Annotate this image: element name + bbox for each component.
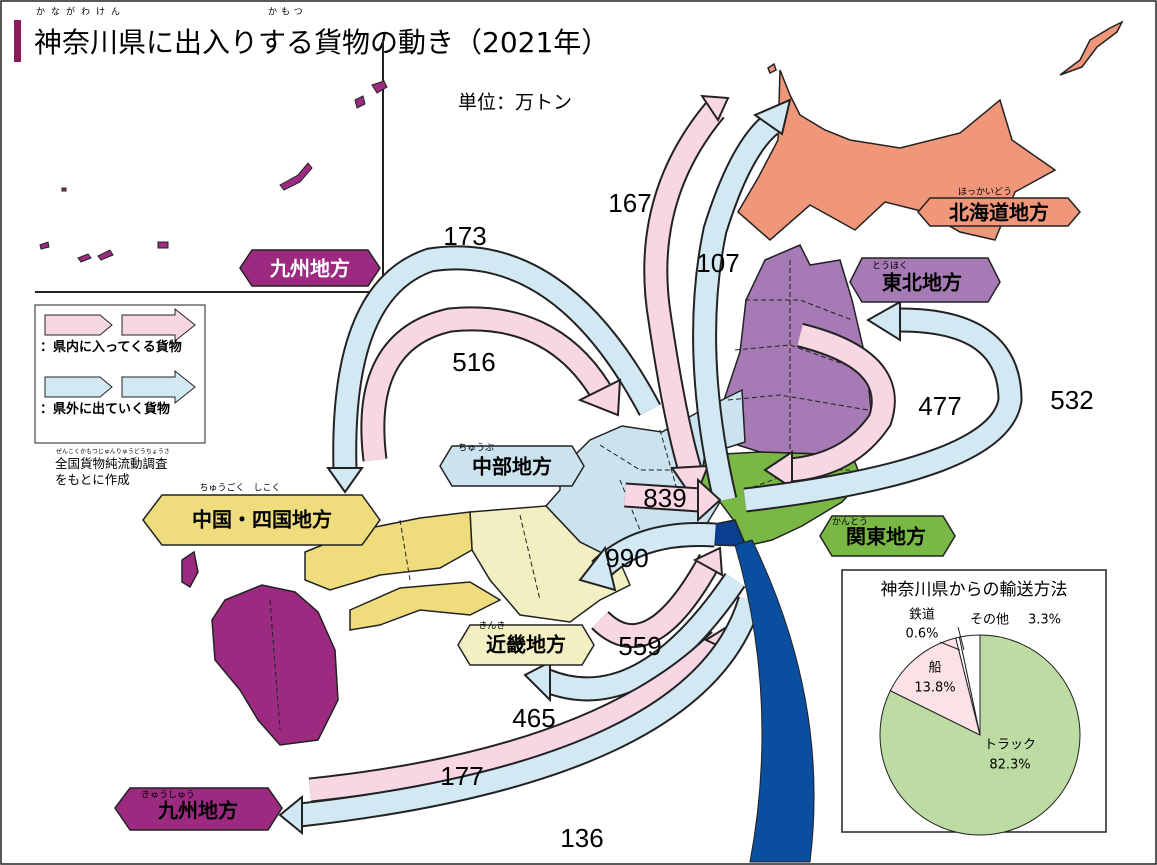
- source: 全国貨物純流動調査をもとに作成: [55, 456, 168, 487]
- flow-value: 990: [605, 543, 648, 573]
- pie-category: 船: [928, 661, 941, 676]
- leader-line: [957, 626, 965, 651]
- flow-value: 167: [608, 188, 651, 218]
- pie-category: その他: [970, 613, 1009, 628]
- pie-title: 神奈川県からの輸送方法: [881, 580, 1068, 600]
- legend-label: ：県内に入ってくる貨物: [40, 340, 182, 355]
- legend-swatch: [44, 307, 196, 343]
- source-ruby: ぜんこくかもつじゅんりゅうどうちょうさ: [56, 448, 170, 456]
- islands: [39, 80, 388, 263]
- flow-value: 477: [918, 391, 961, 421]
- pie: トラック 82.3% 船 13.8% 鉄道 0.6% その他 3.3%: [879, 608, 1081, 836]
- flow-value: 559: [618, 631, 661, 661]
- title-bar: [14, 20, 21, 62]
- region-shapes: [114, 197, 1081, 831]
- region-ruby: ちゅうぶ: [458, 443, 494, 454]
- region-ruby: きゅうしゅう: [141, 790, 195, 801]
- pie-value-label: 0.6%: [905, 627, 938, 642]
- region-ruby: ほっかいどう: [958, 187, 1012, 198]
- legend-swatch: [44, 369, 196, 405]
- title-ruby: かながわけん: [36, 6, 126, 18]
- region-label: 九州地方: [269, 257, 350, 281]
- pie-value-label: 82.3%: [989, 758, 1030, 773]
- region-ruby: かんとう: [832, 517, 868, 528]
- legend: ：県内に入ってくる貨物 ：県外に出ていく貨物: [34, 304, 206, 444]
- flow-value: 173: [443, 221, 486, 251]
- pie-category: 鉄道: [909, 608, 935, 623]
- region-label: 東北地方: [882, 271, 962, 295]
- leader-line: [939, 641, 961, 651]
- region-labels: ほっかいどう 北海道地方 とうほく 東北地方 かんとう 関東地方 ちゅうぶ 中部…: [141, 187, 1049, 823]
- region-ruby: とうほく: [872, 261, 908, 272]
- region-label: 中国・四国地方: [192, 508, 332, 532]
- unit: 単位：万トン: [458, 92, 572, 114]
- pie-value-label: 13.8%: [914, 681, 955, 696]
- pie-value-label: 3.3%: [1028, 613, 1061, 628]
- flow-arrows: [278, 94, 1023, 863]
- pie-slice: [958, 634, 981, 736]
- region-label: 中部地方: [472, 455, 552, 479]
- legend-label: ：県外に出ていく貨物: [40, 402, 171, 417]
- flow-value: 516: [452, 347, 495, 377]
- flow-value: 839: [643, 483, 686, 513]
- region-label: 北海道地方: [949, 201, 1049, 225]
- flow-value: 532: [1050, 385, 1093, 415]
- region-label: 関東地方: [846, 525, 926, 549]
- flow-value: 465: [512, 703, 555, 733]
- region-ruby: きんき: [478, 621, 505, 632]
- pie-slice: [889, 637, 981, 736]
- flow-value: 177: [440, 761, 483, 791]
- region-label: 近畿地方: [486, 633, 566, 657]
- pie-category: トラック: [984, 738, 1036, 753]
- title-ruby: かもつ: [268, 7, 307, 18]
- title: 神奈川県に出入りする貨物の動き（2021年）: [34, 26, 609, 59]
- flow-value: 136: [560, 823, 603, 853]
- flow-labels: 167 107 173 516 477 532 839 990 559 465 177 136: [440, 188, 1093, 853]
- flow-value: 107: [696, 248, 739, 278]
- region-ruby: ちゅうごく しこく: [199, 482, 280, 494]
- region-label: 九州地方: [157, 799, 238, 823]
